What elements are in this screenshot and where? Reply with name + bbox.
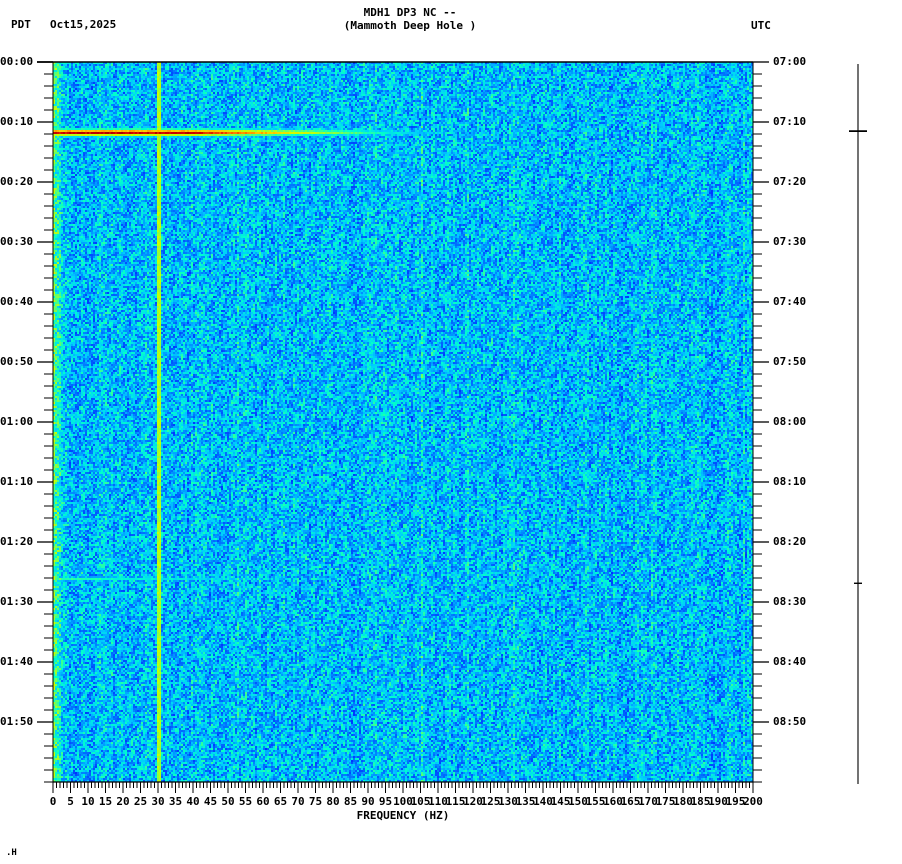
x-axis-tick-label: 70	[291, 795, 305, 808]
x-axis-tick-label: 165	[620, 795, 641, 808]
x-axis-tick-label: 15	[98, 795, 113, 808]
x-axis-tick-label: 120	[463, 795, 483, 808]
x-axis-tick-label: 110	[428, 795, 448, 808]
x-axis-tick-label: 195	[725, 795, 746, 808]
x-axis-tick-label: 55	[238, 795, 253, 808]
corner-mark: .H	[6, 848, 17, 858]
x-axis-tick-label: 30	[151, 795, 165, 808]
y-axis-left-tick-label: 00:10	[0, 115, 34, 128]
x-axis-tick-label: 5	[67, 795, 74, 808]
header-timezone-right: UTC	[751, 19, 771, 32]
y-axis-right-ticks	[753, 61, 769, 783]
x-axis-tick-label: 160	[603, 795, 623, 808]
x-axis-tick-label: 130	[498, 795, 518, 808]
x-axis-tick-label: 85	[343, 795, 358, 808]
y-axis-left-tick-label: 01:00	[0, 415, 34, 428]
x-axis-tick-label: 100	[393, 795, 413, 808]
y-axis-left-tick-label: 00:00	[0, 55, 34, 68]
y-axis-right-tick-label: 08:30	[773, 595, 807, 608]
y-axis-right-tick-label: 08:20	[773, 535, 807, 548]
x-axis-tick-label: 190	[708, 795, 728, 808]
x-axis-tick-label: 135	[515, 795, 536, 808]
y-axis-left-tick-label: 00:40	[0, 295, 34, 308]
x-axis-tick-label: 105	[410, 795, 431, 808]
x-axis-tick-label: 25	[133, 795, 148, 808]
x-axis-ticks	[52, 782, 754, 793]
y-axis-left-tick-label: 01:50	[0, 715, 34, 728]
x-axis-tick-label: 65	[273, 795, 288, 808]
x-axis-tick-label: 140	[533, 795, 553, 808]
x-axis-tick-label: 90	[361, 795, 375, 808]
y-axis-right-tick-label: 08:10	[773, 475, 807, 488]
y-axis-left-tick-label: 00:50	[0, 355, 34, 368]
y-axis-right-tick-label: 07:00	[773, 55, 807, 68]
x-axis-tick-label: 75	[308, 795, 323, 808]
x-axis-tick-label: 185	[690, 795, 711, 808]
x-axis-tick-label: 80	[326, 795, 340, 808]
y-axis-left-tick-label: 01:30	[0, 595, 34, 608]
x-axis-tick-label: 145	[550, 795, 571, 808]
y-axis-right-tick-label: 08:40	[773, 655, 807, 668]
y-axis-right-tick-label: 07:10	[773, 115, 807, 128]
x-axis-tick-label: 60	[256, 795, 270, 808]
y-axis-right-tick-label: 07:20	[773, 175, 807, 188]
station-subtitle: (Mammoth Deep Hole )	[343, 19, 477, 32]
x-axis-tick-label: 10	[81, 795, 95, 808]
y-axis-left-ticks	[37, 61, 53, 783]
x-axis-tick-label: 200	[743, 795, 763, 808]
y-axis-left-tick-label: 00:30	[0, 235, 34, 248]
header-date: Oct15,2025	[50, 18, 117, 31]
spectrogram-canvas[interactable]	[53, 62, 753, 782]
x-axis-tick-label: 95	[378, 795, 393, 808]
y-axis-left-tick-label: 01:20	[0, 535, 34, 548]
y-axis-right-tick-label: 08:00	[773, 415, 807, 428]
x-axis-tick-label: 125	[480, 795, 501, 808]
y-axis-right-tick-label: 07:30	[773, 235, 807, 248]
header-timezone-left: PDT	[11, 18, 31, 31]
y-axis-right-tick-label: 07:50	[773, 355, 807, 368]
y-axis-right-tick-label: 07:40	[773, 295, 807, 308]
x-axis-tick-label: 155	[585, 795, 606, 808]
spectrogram-plot-area[interactable]	[53, 62, 753, 782]
x-axis-tick-label: 20	[116, 795, 130, 808]
y-axis-left-tick-label: 01:40	[0, 655, 34, 668]
x-axis-tick-label: 50	[221, 795, 235, 808]
x-axis-tick-label: 45	[203, 795, 218, 808]
event-marker-trace	[849, 64, 867, 784]
x-axis-tick-label: 35	[168, 795, 183, 808]
y-axis-left-tick-label: 00:20	[0, 175, 34, 188]
x-axis-tick-label: 115	[445, 795, 466, 808]
x-axis-tick-label: 0	[49, 795, 57, 808]
y-axis-right-tick-label: 08:50	[773, 715, 807, 728]
x-axis-tick-label: 40	[186, 795, 200, 808]
x-axis-title: FREQUENCY (HZ)	[356, 809, 450, 822]
x-axis-tick-label: 150	[568, 795, 588, 808]
x-axis-tick-label: 170	[638, 795, 658, 808]
x-axis-tick-label: 175	[655, 795, 676, 808]
y-axis-left-tick-label: 01:10	[0, 475, 34, 488]
page-title: MDH1 DP3 NC --	[363, 6, 457, 19]
x-axis-tick-label: 180	[673, 795, 693, 808]
